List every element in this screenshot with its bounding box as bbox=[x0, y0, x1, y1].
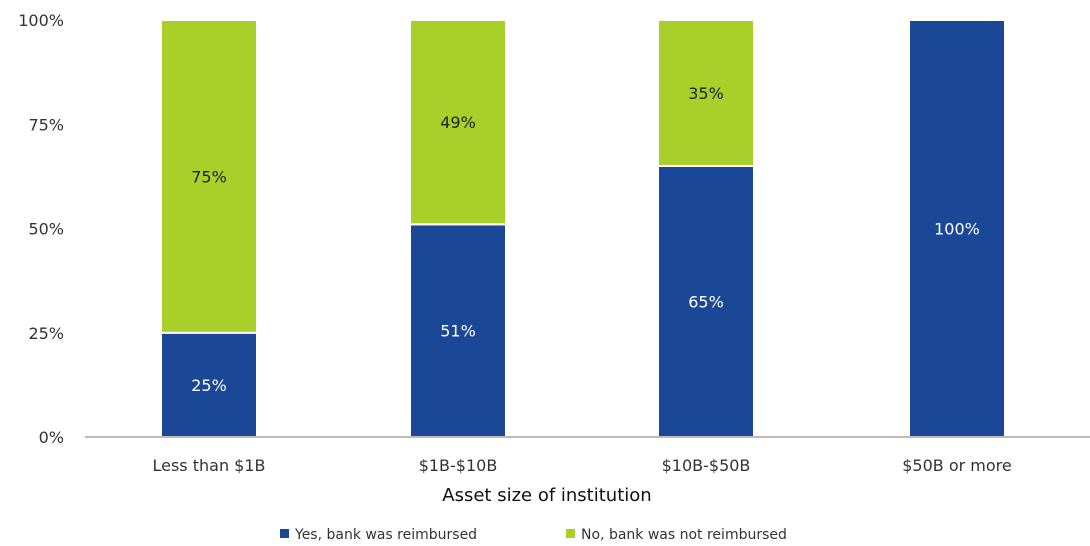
data-label: 49% bbox=[440, 113, 476, 132]
y-tick-label: 0% bbox=[39, 428, 64, 447]
legend-swatch bbox=[566, 529, 575, 538]
y-tick-label: 100% bbox=[18, 11, 64, 30]
x-axis-categories: Less than $1B $1B-$10B $10B-$50B $50B or mo… bbox=[152, 456, 1011, 475]
legend-label: Yes, bank was reimbursed bbox=[294, 527, 477, 543]
x-category-label: Less than $1B bbox=[152, 456, 265, 475]
y-axis-ticks: 0% 25% 50% 75% 100% bbox=[18, 11, 64, 447]
legend-swatch bbox=[280, 529, 289, 538]
y-tick-label: 50% bbox=[28, 220, 64, 239]
y-tick-label: 25% bbox=[28, 324, 64, 343]
x-axis-title: Asset size of institution bbox=[442, 485, 651, 506]
x-category-label: $10B-$50B bbox=[662, 456, 751, 475]
legend-label: No, bank was not reimbursed bbox=[581, 527, 787, 543]
bar-segment-no bbox=[160, 19, 258, 334]
data-label: 75% bbox=[191, 167, 227, 186]
bar-segment-no bbox=[409, 19, 507, 226]
data-label: 35% bbox=[688, 84, 724, 103]
y-tick-label: 75% bbox=[28, 115, 64, 134]
data-label: 100% bbox=[934, 220, 980, 239]
x-category-label: $1B-$10B bbox=[419, 456, 498, 475]
bars: 25% 75% 51% 49% 65% 35% 100% bbox=[160, 19, 1006, 438]
data-label: 65% bbox=[688, 292, 724, 311]
data-label: 51% bbox=[440, 322, 476, 341]
legend: Yes, bank was reimbursed No, bank was not… bbox=[280, 527, 787, 543]
data-label: 25% bbox=[191, 376, 227, 395]
x-category-label: $50B or more bbox=[902, 456, 1012, 475]
bar-segment-no bbox=[657, 19, 755, 167]
bar-segment-yes bbox=[160, 331, 258, 438]
